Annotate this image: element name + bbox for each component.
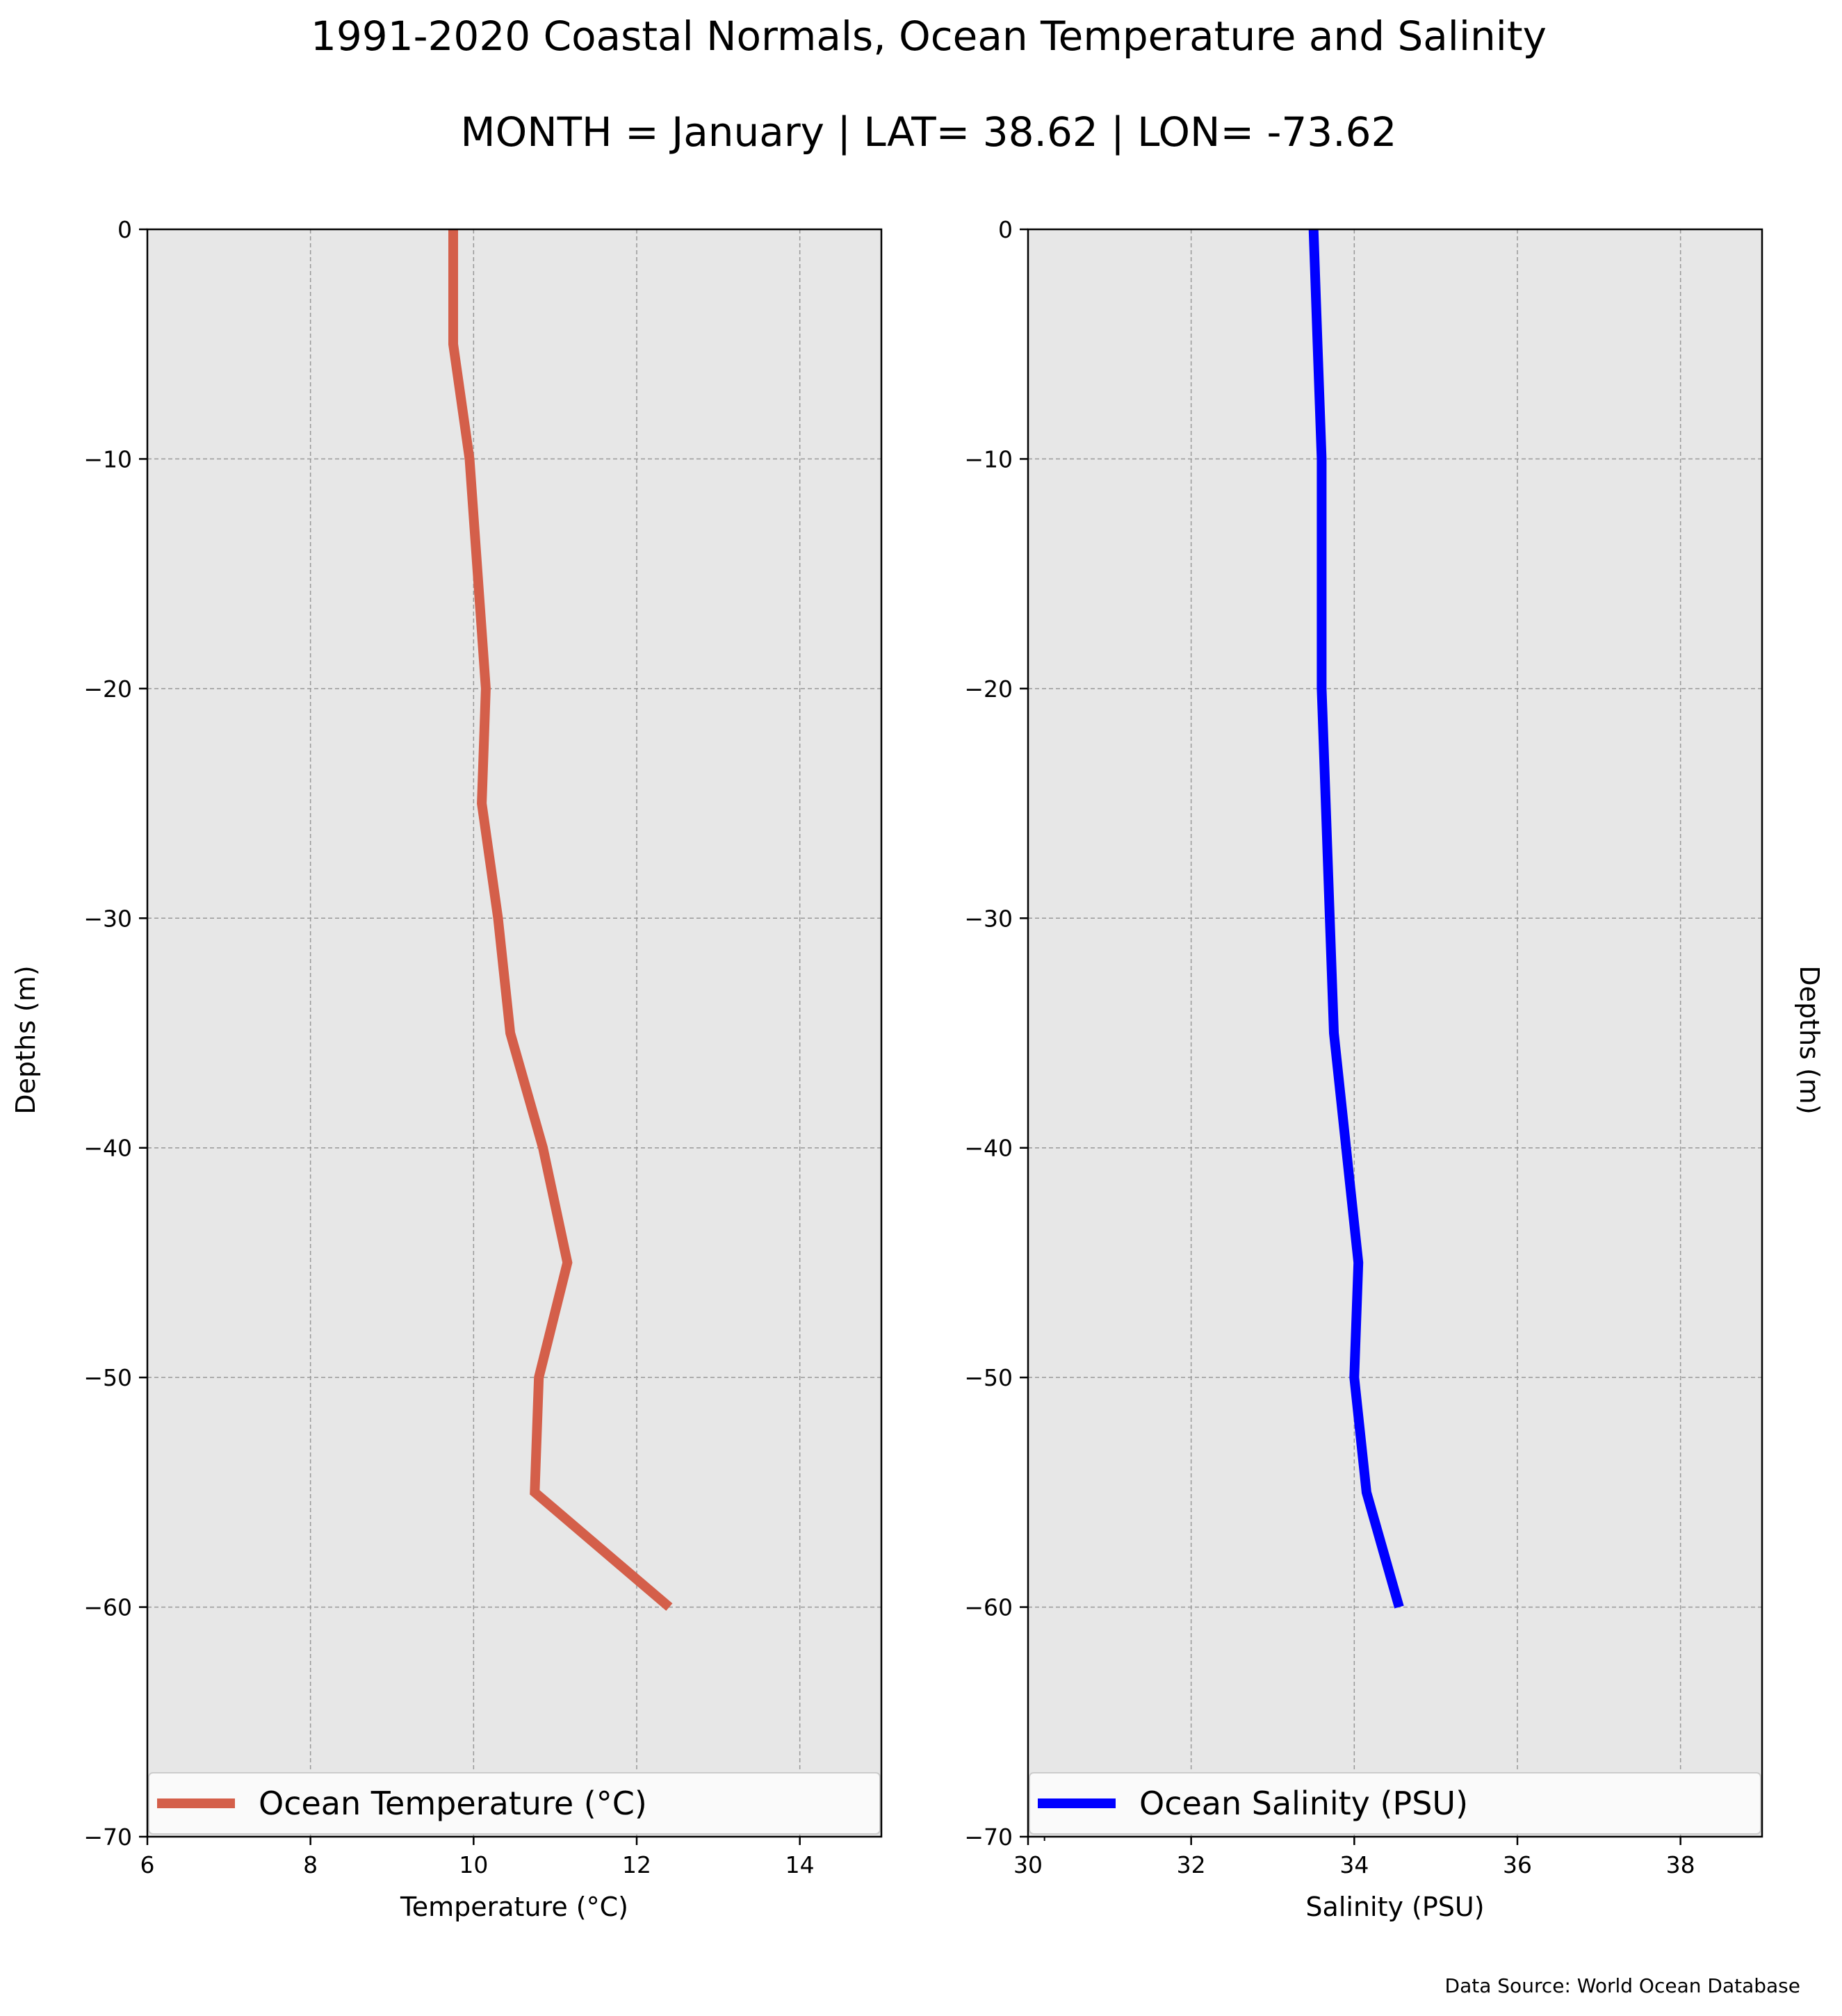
y-tick-label: −60 xyxy=(83,1594,132,1621)
x-axis-label: Temperature (°C) xyxy=(400,1892,628,1922)
x-tick-label: 32 xyxy=(1177,1851,1206,1878)
x-tick-label: 8 xyxy=(303,1851,318,1878)
y-tick-label: 0 xyxy=(998,216,1013,243)
legend: Ocean Temperature (°C) xyxy=(148,1772,881,1835)
y-tick-label: −20 xyxy=(964,675,1013,703)
y-tick-label: −40 xyxy=(964,1135,1013,1162)
x-tick-label: 34 xyxy=(1339,1851,1369,1878)
y-tick-label: −10 xyxy=(83,445,132,473)
y-tick-label: −70 xyxy=(964,1824,1013,1851)
legend: Ocean Salinity (PSU) xyxy=(1029,1772,1761,1835)
y-axis-label: Depths (m) xyxy=(10,965,41,1114)
y-tick-label: −10 xyxy=(964,445,1013,473)
y-tick-label: −30 xyxy=(83,905,132,932)
x-tick-label: 12 xyxy=(622,1851,651,1878)
legend-label: Ocean Temperature (°C) xyxy=(259,1785,647,1822)
salinity-panel: Ocean Salinity (PSU) 30 32 34 36 38 0 −10 −20 −30… xyxy=(964,216,1825,1922)
series-line xyxy=(1308,229,1404,1609)
y-tick-label: −30 xyxy=(964,905,1013,932)
x-tick-label: 10 xyxy=(459,1851,488,1878)
y-tick-label: −40 xyxy=(83,1135,132,1162)
y-tick-label: −20 xyxy=(83,675,132,703)
x-axis-label: Salinity (PSU) xyxy=(1305,1892,1484,1922)
x-tick-label: 30 xyxy=(1013,1851,1043,1878)
axes-frame xyxy=(1027,228,1763,1838)
y-tick-label: −60 xyxy=(964,1594,1013,1621)
y-tick-label: −50 xyxy=(83,1364,132,1391)
series-line xyxy=(448,229,673,1611)
legend-box xyxy=(1029,1772,1761,1835)
x-tick-label: 38 xyxy=(1666,1851,1695,1878)
chart-title: 1991-2020 Coastal Normals, Ocean Tempera… xyxy=(311,13,1547,60)
y-tick-label: −70 xyxy=(83,1824,132,1851)
x-tick-label: 14 xyxy=(785,1851,815,1878)
y-tick-label: 0 xyxy=(117,216,132,243)
legend-box xyxy=(148,1772,881,1835)
temperature-panel: Ocean Temperature (°C) 6 8 10 12 14 0 −10 −20 −30… xyxy=(10,216,1045,1922)
plot-background xyxy=(1028,229,1762,1837)
y-axis-label: Depths (m) xyxy=(1794,965,1825,1114)
x-tick-label: 6 xyxy=(140,1851,155,1878)
x-tick-label: 36 xyxy=(1503,1851,1532,1878)
chart-subtitle: MONTH = January | LAT= 38.62 | LON= -73.… xyxy=(461,108,1397,156)
y-tick-label: −50 xyxy=(964,1364,1013,1391)
data-source-note: Data Source: World Ocean Database xyxy=(1445,1974,1800,1997)
axes-frame xyxy=(146,228,883,1838)
legend-label: Ocean Salinity (PSU) xyxy=(1139,1785,1468,1822)
